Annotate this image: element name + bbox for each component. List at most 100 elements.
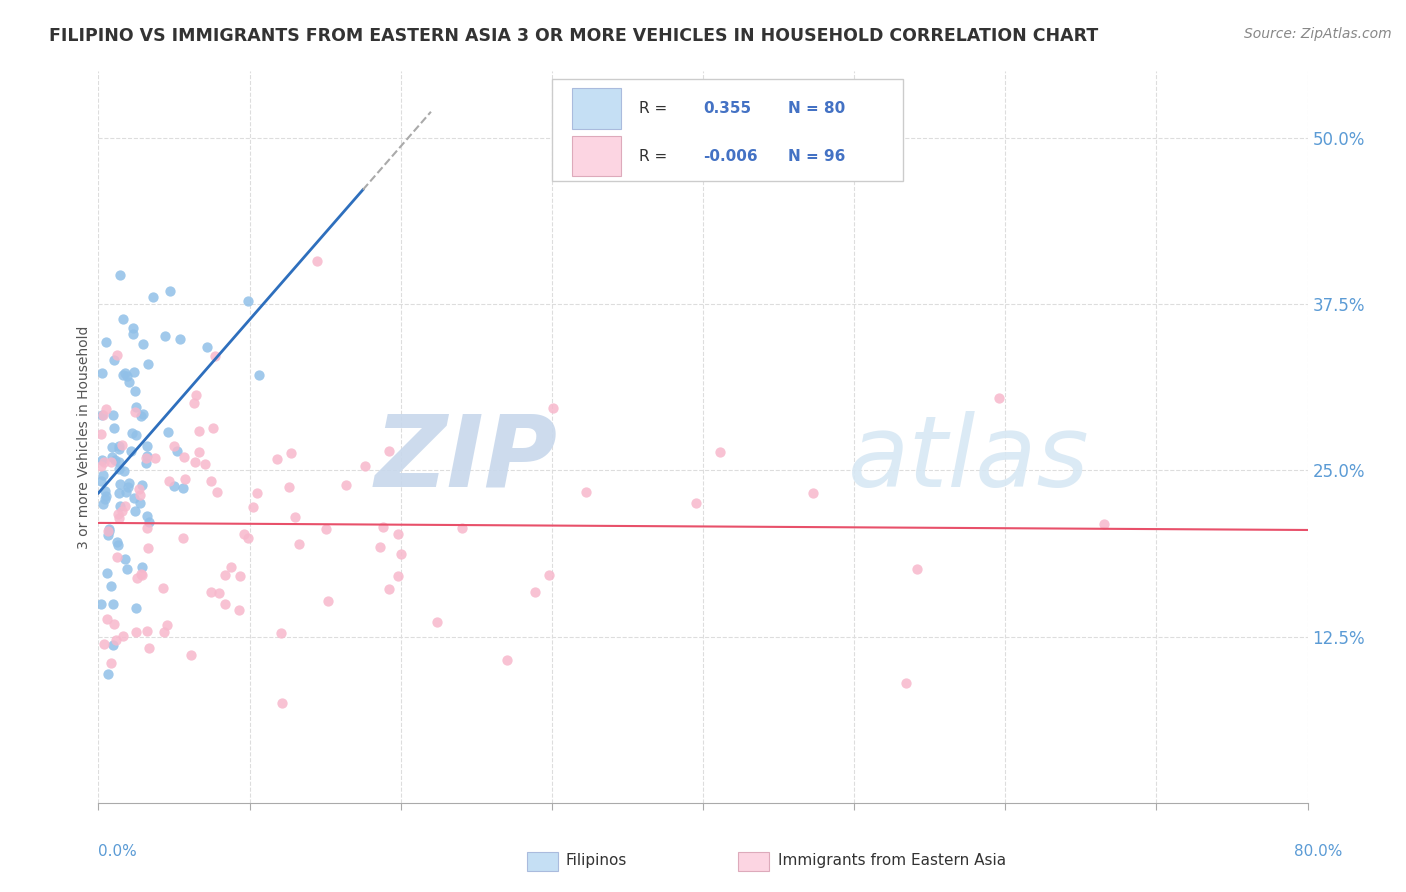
Point (117, 480, 139, 494)
Point (305, 254, 328, 268)
Point (136, 439, 159, 453)
Point (173, 472, 195, 486)
Point (98, 524, 121, 539)
Point (136, 624, 159, 638)
Text: 0.0%: 0.0% (98, 845, 138, 859)
Point (131, 478, 153, 492)
Point (103, 616, 125, 631)
Point (132, 407, 155, 421)
Point (94, 492, 117, 507)
Point (108, 477, 131, 491)
Point (93, 484, 115, 499)
Point (186, 388, 208, 402)
Point (118, 476, 141, 491)
Point (90, 458, 112, 473)
Point (270, 696, 292, 710)
Point (389, 548, 412, 562)
Point (246, 485, 269, 500)
Point (378, 582, 401, 596)
Point (94, 335, 117, 350)
Point (114, 552, 136, 566)
Point (105, 549, 128, 564)
Point (135, 456, 157, 470)
Point (266, 452, 288, 467)
Point (124, 404, 146, 418)
Point (104, 632, 127, 647)
Point (353, 458, 375, 473)
Point (173, 450, 195, 464)
Point (112, 629, 135, 643)
Point (136, 521, 159, 535)
Point (709, 445, 731, 459)
Text: 80.0%: 80.0% (1295, 845, 1343, 859)
Point (575, 484, 598, 499)
Point (96, 566, 118, 581)
Point (280, 445, 302, 459)
Point (131, 560, 153, 574)
Text: Immigrants from Eastern Asia: Immigrants from Eastern Asia (778, 854, 1005, 868)
Point (135, 509, 157, 524)
Point (685, 496, 707, 510)
Point (105, 535, 128, 549)
Point (496, 653, 519, 667)
Point (988, 391, 1011, 405)
Point (121, 327, 143, 342)
Point (143, 451, 166, 466)
FancyBboxPatch shape (551, 78, 903, 181)
Point (135, 450, 157, 465)
Point (152, 624, 174, 639)
Point (194, 457, 217, 471)
Point (91, 408, 114, 422)
Point (387, 526, 409, 541)
Point (188, 425, 211, 439)
Point (125, 400, 148, 414)
Point (121, 426, 143, 441)
Point (108, 439, 131, 453)
Point (96, 612, 118, 626)
Text: FILIPINO VS IMMIGRANTS FROM EASTERN ASIA 3 OR MORE VEHICLES IN HOUSEHOLD CORRELA: FILIPINO VS IMMIGRANTS FROM EASTERN ASIA… (49, 27, 1098, 45)
Point (200, 474, 222, 488)
Point (112, 464, 135, 478)
Point (136, 357, 159, 371)
Point (111, 504, 134, 518)
Point (157, 425, 180, 440)
Text: N = 80: N = 80 (787, 101, 845, 116)
Point (142, 290, 165, 304)
Point (232, 527, 254, 541)
Point (229, 569, 252, 583)
Point (125, 428, 148, 442)
Point (101, 638, 124, 652)
Point (125, 601, 148, 615)
Point (172, 532, 194, 546)
Point (894, 676, 917, 690)
Point (100, 656, 122, 670)
Point (107, 455, 129, 469)
Point (108, 486, 131, 500)
Text: ZIP: ZIP (375, 410, 558, 508)
Point (214, 597, 236, 611)
Point (101, 450, 124, 464)
Point (451, 521, 474, 535)
Point (108, 442, 131, 456)
Point (100, 454, 122, 468)
Point (153, 328, 176, 343)
Point (270, 626, 292, 640)
Point (112, 312, 135, 326)
Text: atlas: atlas (848, 410, 1090, 508)
Point (124, 503, 146, 517)
Point (132, 336, 155, 351)
Point (315, 522, 337, 536)
Point (101, 408, 124, 422)
Point (201, 420, 224, 434)
Point (90, 427, 112, 442)
Point (114, 367, 136, 381)
Point (214, 567, 236, 582)
Point (156, 618, 179, 632)
Text: 0.355: 0.355 (703, 101, 751, 116)
FancyBboxPatch shape (572, 136, 621, 176)
Point (163, 479, 186, 493)
Point (115, 484, 138, 499)
Point (91, 408, 114, 422)
Point (107, 538, 129, 552)
Point (204, 349, 226, 363)
